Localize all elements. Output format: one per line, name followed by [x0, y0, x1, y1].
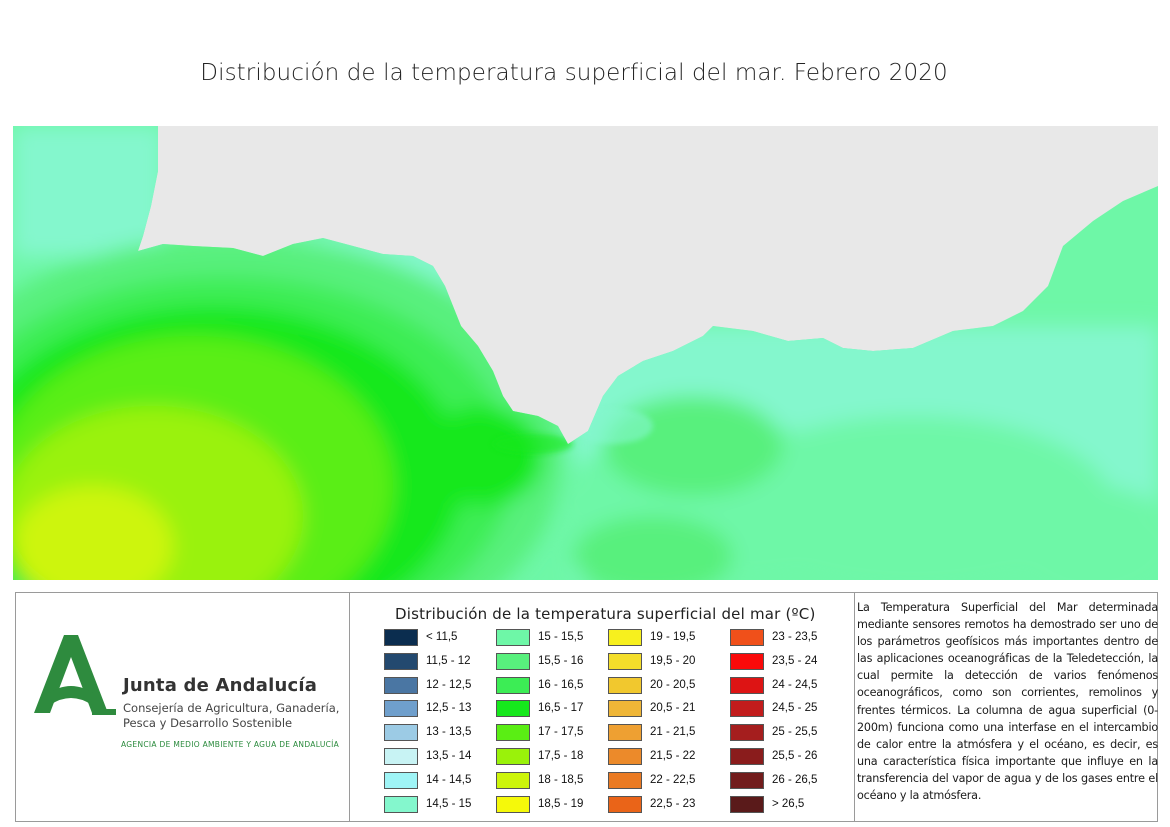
description-panel: La Temperatura Superficial del Mar deter… [855, 593, 1159, 821]
legend-label: 22 - 22,5 [650, 773, 696, 786]
legend-label: 20 - 20,5 [650, 678, 696, 691]
legend-label: 26 - 26,5 [772, 773, 818, 786]
description-text: La Temperatura Superficial del Mar deter… [857, 601, 1158, 803]
legend-label: 16 - 16,5 [538, 678, 584, 691]
legend-label: < 11,5 [426, 631, 458, 643]
legend-swatch [496, 748, 530, 765]
legend-swatch [496, 724, 530, 742]
legend-swatch [384, 629, 418, 646]
legend-label: 11,5 - 12 [426, 654, 471, 667]
legend-label: 21,5 - 22 [650, 750, 696, 762]
legend-label: 22,5 - 23 [650, 797, 696, 810]
legend-label: 17 - 17,5 [538, 726, 584, 739]
divider [349, 593, 350, 821]
legend-swatch [384, 652, 418, 670]
legend-swatch [730, 724, 764, 742]
legend-swatch [608, 771, 642, 789]
page-title: Distribución de la temperatura superfici… [200, 60, 948, 86]
junta-de-andalucia-logo-icon [34, 635, 116, 715]
legend-swatch [496, 700, 530, 718]
legend-swatch [730, 629, 764, 646]
legend-label: 17,5 - 18 [538, 750, 584, 762]
legend-label: 19 - 19,5 [650, 631, 696, 643]
legend-swatch [496, 795, 530, 813]
info-box: Junta de Andalucía Consejería de Agricul… [15, 592, 1158, 822]
legend-swatch [608, 795, 642, 813]
legend-label: 19,5 - 20 [650, 654, 696, 667]
legend-label: 23 - 23,5 [772, 631, 818, 643]
legend-swatch [730, 700, 764, 718]
sea-surface-temperature-map [13, 126, 1158, 580]
map-graphic [13, 126, 1158, 580]
agency-name: AGENCIA DE MEDIO AMBIENTE Y AGUA DE ANDA… [121, 740, 340, 749]
org-name: Junta de Andalucía [123, 675, 318, 696]
logo-panel: Junta de Andalucía Consejería de Agricul… [16, 593, 349, 821]
legend-swatch [384, 771, 418, 789]
legend-label: 18 - 18,5 [538, 773, 584, 786]
legend-swatch [608, 629, 642, 646]
legend-label: 23,5 - 24 [772, 654, 818, 667]
legend-label: 24,5 - 25 [772, 702, 818, 715]
legend-swatch [384, 748, 418, 765]
legend-label: 21 - 21,5 [650, 726, 696, 739]
divider [854, 593, 855, 821]
legend-label: 13 - 13,5 [426, 726, 472, 739]
legend-label: 24 - 24,5 [772, 678, 818, 691]
legend-label: 18,5 - 19 [538, 797, 584, 810]
legend-label: 12 - 12,5 [426, 678, 472, 691]
legend-label: 25 - 25,5 [772, 726, 818, 739]
legend-swatch [608, 700, 642, 718]
legend-swatch [730, 795, 764, 813]
legend-label: 15,5 - 16 [538, 654, 584, 667]
legend-swatch [730, 748, 764, 765]
legend-label: 14 - 14,5 [426, 773, 472, 786]
legend-swatch [496, 652, 530, 670]
legend-label: 25,5 - 26 [772, 750, 818, 762]
legend-title: Distribución de la temperatura superfici… [395, 605, 816, 623]
legend-swatch [384, 676, 418, 694]
legend-label: > 26,5 [772, 797, 805, 810]
department-name: Consejería de Agricultura, Ganadería, [123, 701, 340, 715]
legend-swatch [496, 629, 530, 646]
legend-swatch [608, 652, 642, 670]
legend-swatch [384, 795, 418, 813]
legend-swatch [496, 771, 530, 789]
legend-swatch [384, 700, 418, 718]
department-name-continued: Pesca y Desarrollo Sostenible [123, 716, 293, 730]
legend-label: 12,5 - 13 [426, 702, 472, 715]
legend-swatch [608, 724, 642, 742]
legend-label: 15 - 15,5 [538, 631, 584, 643]
legend-swatch [730, 676, 764, 694]
legend-swatch [496, 676, 530, 694]
legend-swatch [730, 771, 764, 789]
legend-label: 13,5 - 14 [426, 750, 472, 762]
legend-swatch [608, 676, 642, 694]
legend-label: 14,5 - 15 [426, 797, 472, 810]
legend-swatch [384, 724, 418, 742]
legend-swatch [608, 748, 642, 765]
legend-label: 16,5 - 17 [538, 702, 584, 715]
legend-label: 20,5 - 21 [650, 702, 696, 715]
legend-swatch [730, 652, 764, 670]
legend-panel: Distribución de la temperatura superfici… [350, 593, 854, 821]
